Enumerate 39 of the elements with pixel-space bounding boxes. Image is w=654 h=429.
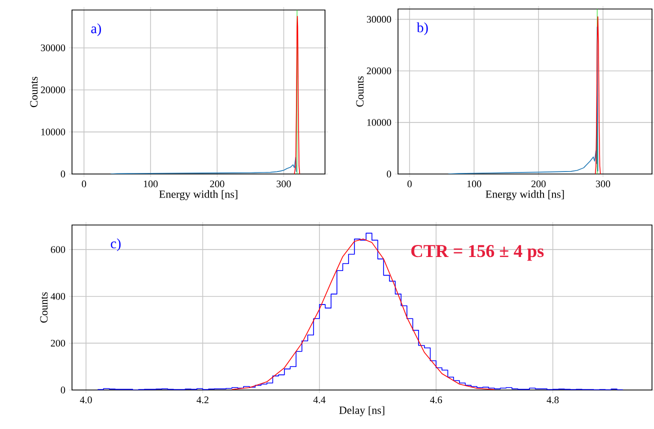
y-tick-label: 200 <box>50 340 66 347</box>
y-axis-title: Counts <box>356 76 364 107</box>
y-tick-label: 0 <box>60 170 66 178</box>
annotation: b) <box>416 22 428 36</box>
x-tick-label: 100 <box>144 180 158 188</box>
x-tick-label: 4.0 <box>80 396 92 404</box>
x-tick-label: 4.8 <box>546 396 559 404</box>
y-tick-label: 400 <box>50 293 66 300</box>
y-tick-label: 10000 <box>41 128 66 136</box>
x-tick-label: 200 <box>210 180 224 188</box>
y-axis-title: Counts <box>30 76 38 108</box>
x-tick-label: 4.2 <box>196 396 208 404</box>
line-series <box>294 16 300 174</box>
annotation: a) <box>91 23 101 36</box>
y-tick-label: 10000 <box>367 119 392 126</box>
x-axis-title: Delay [ns] <box>339 406 384 416</box>
y-tick-label: 20000 <box>40 86 66 94</box>
line-series <box>110 156 297 174</box>
y-tick-label: 0 <box>60 386 66 394</box>
x-tick-label: 300 <box>596 180 610 188</box>
x-tick-label: 0 <box>407 180 412 188</box>
x-tick-label: 4.6 <box>430 396 442 404</box>
x-axis-title: Energy width [ns] <box>159 190 238 200</box>
y-tick-label: 30000 <box>40 44 66 52</box>
y-tick-label: 30000 <box>366 16 392 23</box>
line-series <box>231 238 495 390</box>
x-tick-label: 200 <box>531 180 546 188</box>
x-tick-label: 100 <box>467 180 482 188</box>
x-tick-label: 300 <box>276 180 291 188</box>
annotation: CTR = 156 ± 4 ps <box>411 245 544 261</box>
y-tick-label: 0 <box>386 170 392 178</box>
x-axis-title: Energy width [ns] <box>486 190 564 200</box>
x-tick-label: 4.4 <box>313 396 326 404</box>
line-series <box>594 16 601 174</box>
x-tick-label: 0 <box>82 180 86 188</box>
y-tick-label: 600 <box>50 246 66 253</box>
annotation: c) <box>110 238 121 252</box>
y-tick-label: 20000 <box>366 68 392 74</box>
y-axis-title: Counts <box>40 292 48 323</box>
